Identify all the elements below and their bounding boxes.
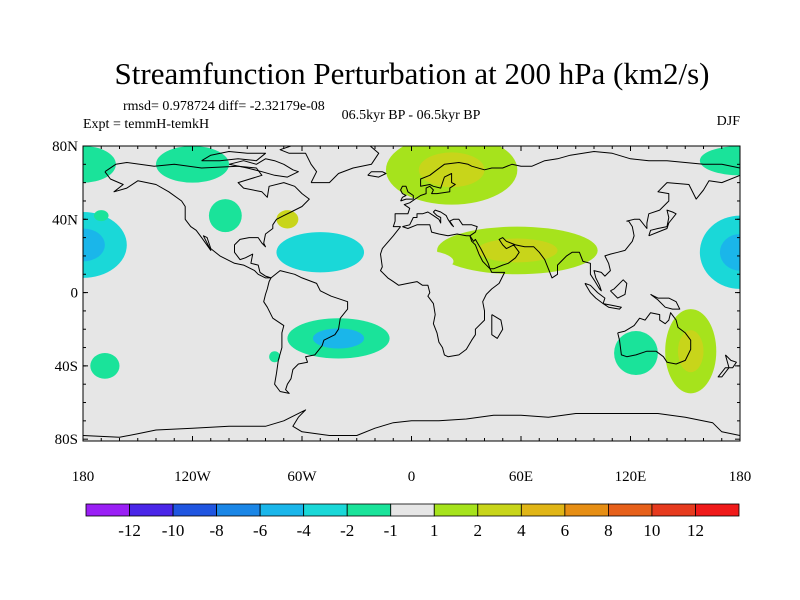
colorbar-label: -10	[162, 521, 185, 540]
anomaly-patch	[387, 250, 454, 273]
colorbar-swatch	[259, 503, 305, 517]
colorbar-swatch	[695, 503, 740, 517]
colorbar-label: -12	[118, 521, 141, 540]
y-tick-label: 80S	[55, 432, 78, 448]
x-tick-label: 0	[408, 469, 416, 485]
anomaly-core	[719, 233, 740, 271]
x-tick-label: 60E	[509, 469, 533, 485]
colorbar-swatch	[433, 503, 479, 517]
coastline	[402, 209, 478, 237]
colorbar-label: 10	[643, 521, 660, 540]
coastline	[367, 171, 387, 178]
coastline	[279, 146, 380, 184]
colorbar-swatch	[564, 503, 609, 517]
coastline	[650, 293, 681, 310]
anomaly-patch	[137, 331, 219, 357]
colorbar-label: -1	[384, 521, 398, 540]
colorbar-swatch	[346, 503, 392, 517]
period-label: 06.5kyr BP - 06.5kyr BP	[342, 108, 481, 123]
anomaly-core	[83, 228, 105, 262]
y-tick-label: 40S	[55, 359, 78, 375]
anomaly-patch	[269, 351, 281, 363]
coastline	[717, 354, 737, 378]
coastline	[201, 151, 266, 162]
anomaly-core	[312, 328, 365, 349]
x-tick-label: 60W	[287, 469, 317, 485]
coastline	[610, 279, 628, 299]
coastline	[263, 270, 349, 394]
anomaly-patch	[146, 382, 191, 409]
x-tick-label: 120E	[615, 469, 647, 485]
coastline	[104, 162, 310, 279]
x-tick-label: 120W	[174, 469, 212, 485]
chart-title: Streamfunction Perturbation at 200 hPa (…	[115, 56, 710, 91]
coastline-layer	[83, 146, 740, 438]
colorbar-swatch	[477, 503, 522, 517]
anomaly-patch	[276, 232, 365, 273]
coastline	[602, 303, 622, 310]
anomaly-core	[276, 210, 299, 229]
anomaly-patch	[614, 331, 658, 376]
anomaly-patch	[699, 146, 740, 176]
coastline	[400, 185, 414, 202]
coastline	[83, 409, 740, 438]
y-tick-label: 40N	[52, 212, 78, 228]
anomaly-core	[418, 152, 485, 188]
coastline	[584, 282, 606, 305]
colorbar-label: -8	[210, 521, 224, 540]
colorbar-label: 4	[517, 521, 526, 540]
colorbar-label: -4	[297, 521, 312, 540]
y-tick-label: 80N	[52, 139, 78, 155]
coastline	[491, 314, 504, 339]
stats-line: rmsd= 0.978724 diff= -2.32179e-08	[123, 99, 325, 114]
colorbar-label: 1	[430, 521, 439, 540]
coastline	[617, 312, 692, 365]
colorbar-swatch	[651, 503, 696, 517]
anomaly-patch	[121, 321, 147, 344]
colorbar-label: 2	[474, 521, 483, 540]
y-tick-label: 0	[71, 286, 79, 302]
colorbar-label: 6	[561, 521, 570, 540]
anomaly-patch	[90, 353, 120, 379]
colorbar-swatch	[172, 503, 217, 517]
colorbar-swatch	[85, 503, 130, 517]
anomaly-layer	[83, 146, 740, 409]
colorbar-swatch	[216, 503, 261, 517]
colorbar-swatch	[520, 503, 566, 517]
coastline	[380, 226, 506, 358]
colorbar-swatch	[390, 503, 435, 517]
coastline	[648, 209, 677, 237]
colorbar-label: 12	[687, 521, 704, 540]
x-axis: 180 120W 60W 0 60E 120E 180	[72, 146, 752, 485]
colorbar-label: -6	[253, 521, 267, 540]
anomaly-patch	[156, 146, 229, 183]
anomaly-patch	[208, 199, 242, 233]
colorbar-swatch	[608, 503, 653, 517]
anomaly-core	[677, 330, 704, 373]
season-label: DJF	[717, 114, 741, 129]
colorbar-swatch	[303, 503, 348, 517]
coastline	[469, 174, 740, 292]
coastline	[228, 158, 299, 178]
x-tick-label: 180	[729, 469, 752, 485]
anomaly-patch	[83, 146, 116, 183]
colorbar-label: 8	[604, 521, 613, 540]
map-area	[82, 145, 741, 442]
colorbar: -12 -10 -8 -6 -4 -2 -1 1 2 4 6 8 10 12	[85, 503, 740, 540]
colorbar-label: -2	[340, 521, 354, 540]
x-tick-label: 180	[72, 469, 95, 485]
coastline	[392, 151, 740, 228]
colorbar-swatch	[129, 503, 174, 517]
anomaly-patch	[93, 210, 109, 222]
y-axis: 80N 40N 0 40S 80S	[52, 139, 740, 448]
experiment-label: Expt = temmH-temkH	[83, 117, 209, 132]
